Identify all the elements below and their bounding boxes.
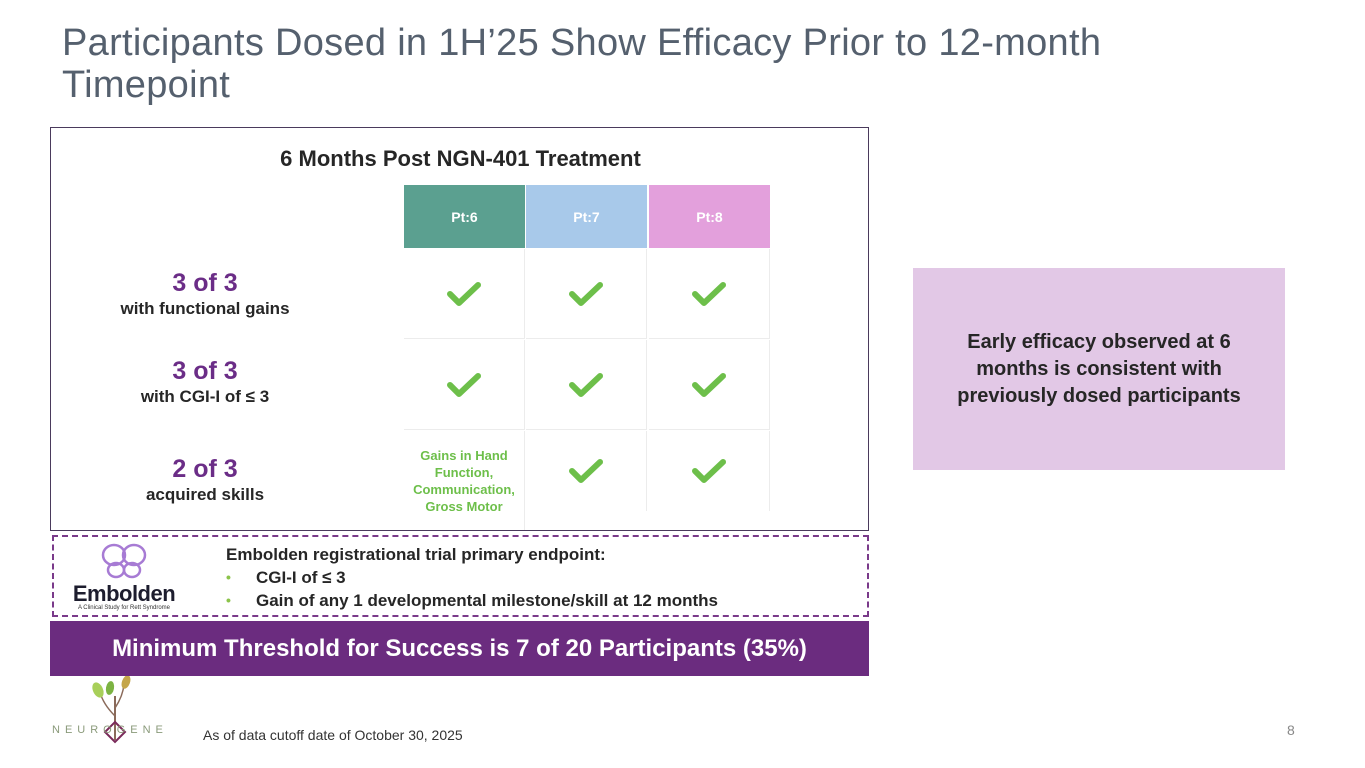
cell-r1-pt8 bbox=[649, 249, 770, 339]
endpoint-text: Embolden registrational trial primary en… bbox=[226, 543, 718, 612]
cell-r3-pt7 bbox=[526, 431, 647, 511]
footnote: As of data cutoff date of October 30, 20… bbox=[203, 727, 463, 743]
company-name: NEUROGENE bbox=[52, 724, 168, 736]
cell-r2-pt6 bbox=[404, 340, 525, 430]
panel-title: 6 Months Post NGN-401 Treatment bbox=[280, 146, 641, 171]
row-label-skills: 2 of 3 acquired skills bbox=[90, 454, 320, 506]
bullet-dot-icon: • bbox=[226, 569, 231, 585]
embolden-logo: Embolden A Clinical Study for Rett Syndr… bbox=[68, 543, 180, 613]
check-icon bbox=[569, 281, 603, 307]
check-icon bbox=[447, 372, 481, 398]
check-icon bbox=[692, 458, 726, 484]
endpoint-bullet: • CGI-I of ≤ 3 bbox=[226, 566, 718, 589]
row-label-cgi: 3 of 3 with CGI-I of ≤ 3 bbox=[90, 356, 320, 408]
row-count: 3 of 3 bbox=[172, 269, 238, 297]
header-pt7: Pt:7 bbox=[526, 185, 647, 248]
endpoint-bullet: • Gain of any 1 developmental milestone/… bbox=[226, 589, 718, 612]
threshold-banner: Minimum Threshold for Success is 7 of 20… bbox=[50, 621, 869, 676]
row-desc: with functional gains bbox=[120, 299, 290, 318]
row-count: 2 of 3 bbox=[172, 455, 238, 483]
cell-r2-pt7 bbox=[526, 340, 647, 430]
cell-r3-pt8 bbox=[649, 431, 770, 511]
header-pt6: Pt:6 bbox=[404, 185, 525, 248]
row-desc: with CGI-I of ≤ 3 bbox=[140, 387, 270, 406]
endpoint-box: Embolden A Clinical Study for Rett Syndr… bbox=[52, 535, 869, 617]
logo-tagline: A Clinical Study for Rett Syndrome bbox=[77, 605, 171, 611]
results-panel: 6 Months Post NGN-401 Treatment bbox=[50, 127, 869, 531]
cell-r1-pt7 bbox=[526, 249, 647, 339]
cell-r2-pt8 bbox=[649, 340, 770, 430]
neurogene-logo-icon bbox=[92, 676, 131, 744]
cell-r1-pt6 bbox=[404, 249, 525, 339]
slide-title: Participants Dosed in 1H’25 Show Efficac… bbox=[62, 22, 1102, 106]
cell-r3-pt6: Gains in Hand Function, Communication, G… bbox=[404, 431, 525, 530]
gains-text: Gains in Hand Function, Communication, G… bbox=[413, 447, 515, 514]
endpoint-heading: Embolden registrational trial primary en… bbox=[226, 545, 606, 564]
check-icon bbox=[569, 372, 603, 398]
header-pt8: Pt:8 bbox=[649, 185, 770, 248]
check-icon bbox=[692, 372, 726, 398]
logo-wordmark: Embolden bbox=[72, 581, 176, 606]
bullet-text: Gain of any 1 developmental milestone/sk… bbox=[256, 591, 718, 610]
row-count: 3 of 3 bbox=[172, 357, 238, 385]
butterfly-icon bbox=[101, 543, 147, 579]
page-number: 8 bbox=[1287, 722, 1295, 738]
row-desc: acquired skills bbox=[145, 485, 265, 504]
check-icon bbox=[447, 281, 481, 307]
check-icon bbox=[692, 281, 726, 307]
row-label-functional: 3 of 3 with functional gains bbox=[90, 268, 320, 320]
efficacy-callout: Early efficacy observed at 6 months is c… bbox=[913, 268, 1285, 470]
bullet-text: CGI-I of ≤ 3 bbox=[256, 568, 346, 587]
bullet-dot-icon: • bbox=[226, 592, 231, 608]
check-icon bbox=[569, 458, 603, 484]
